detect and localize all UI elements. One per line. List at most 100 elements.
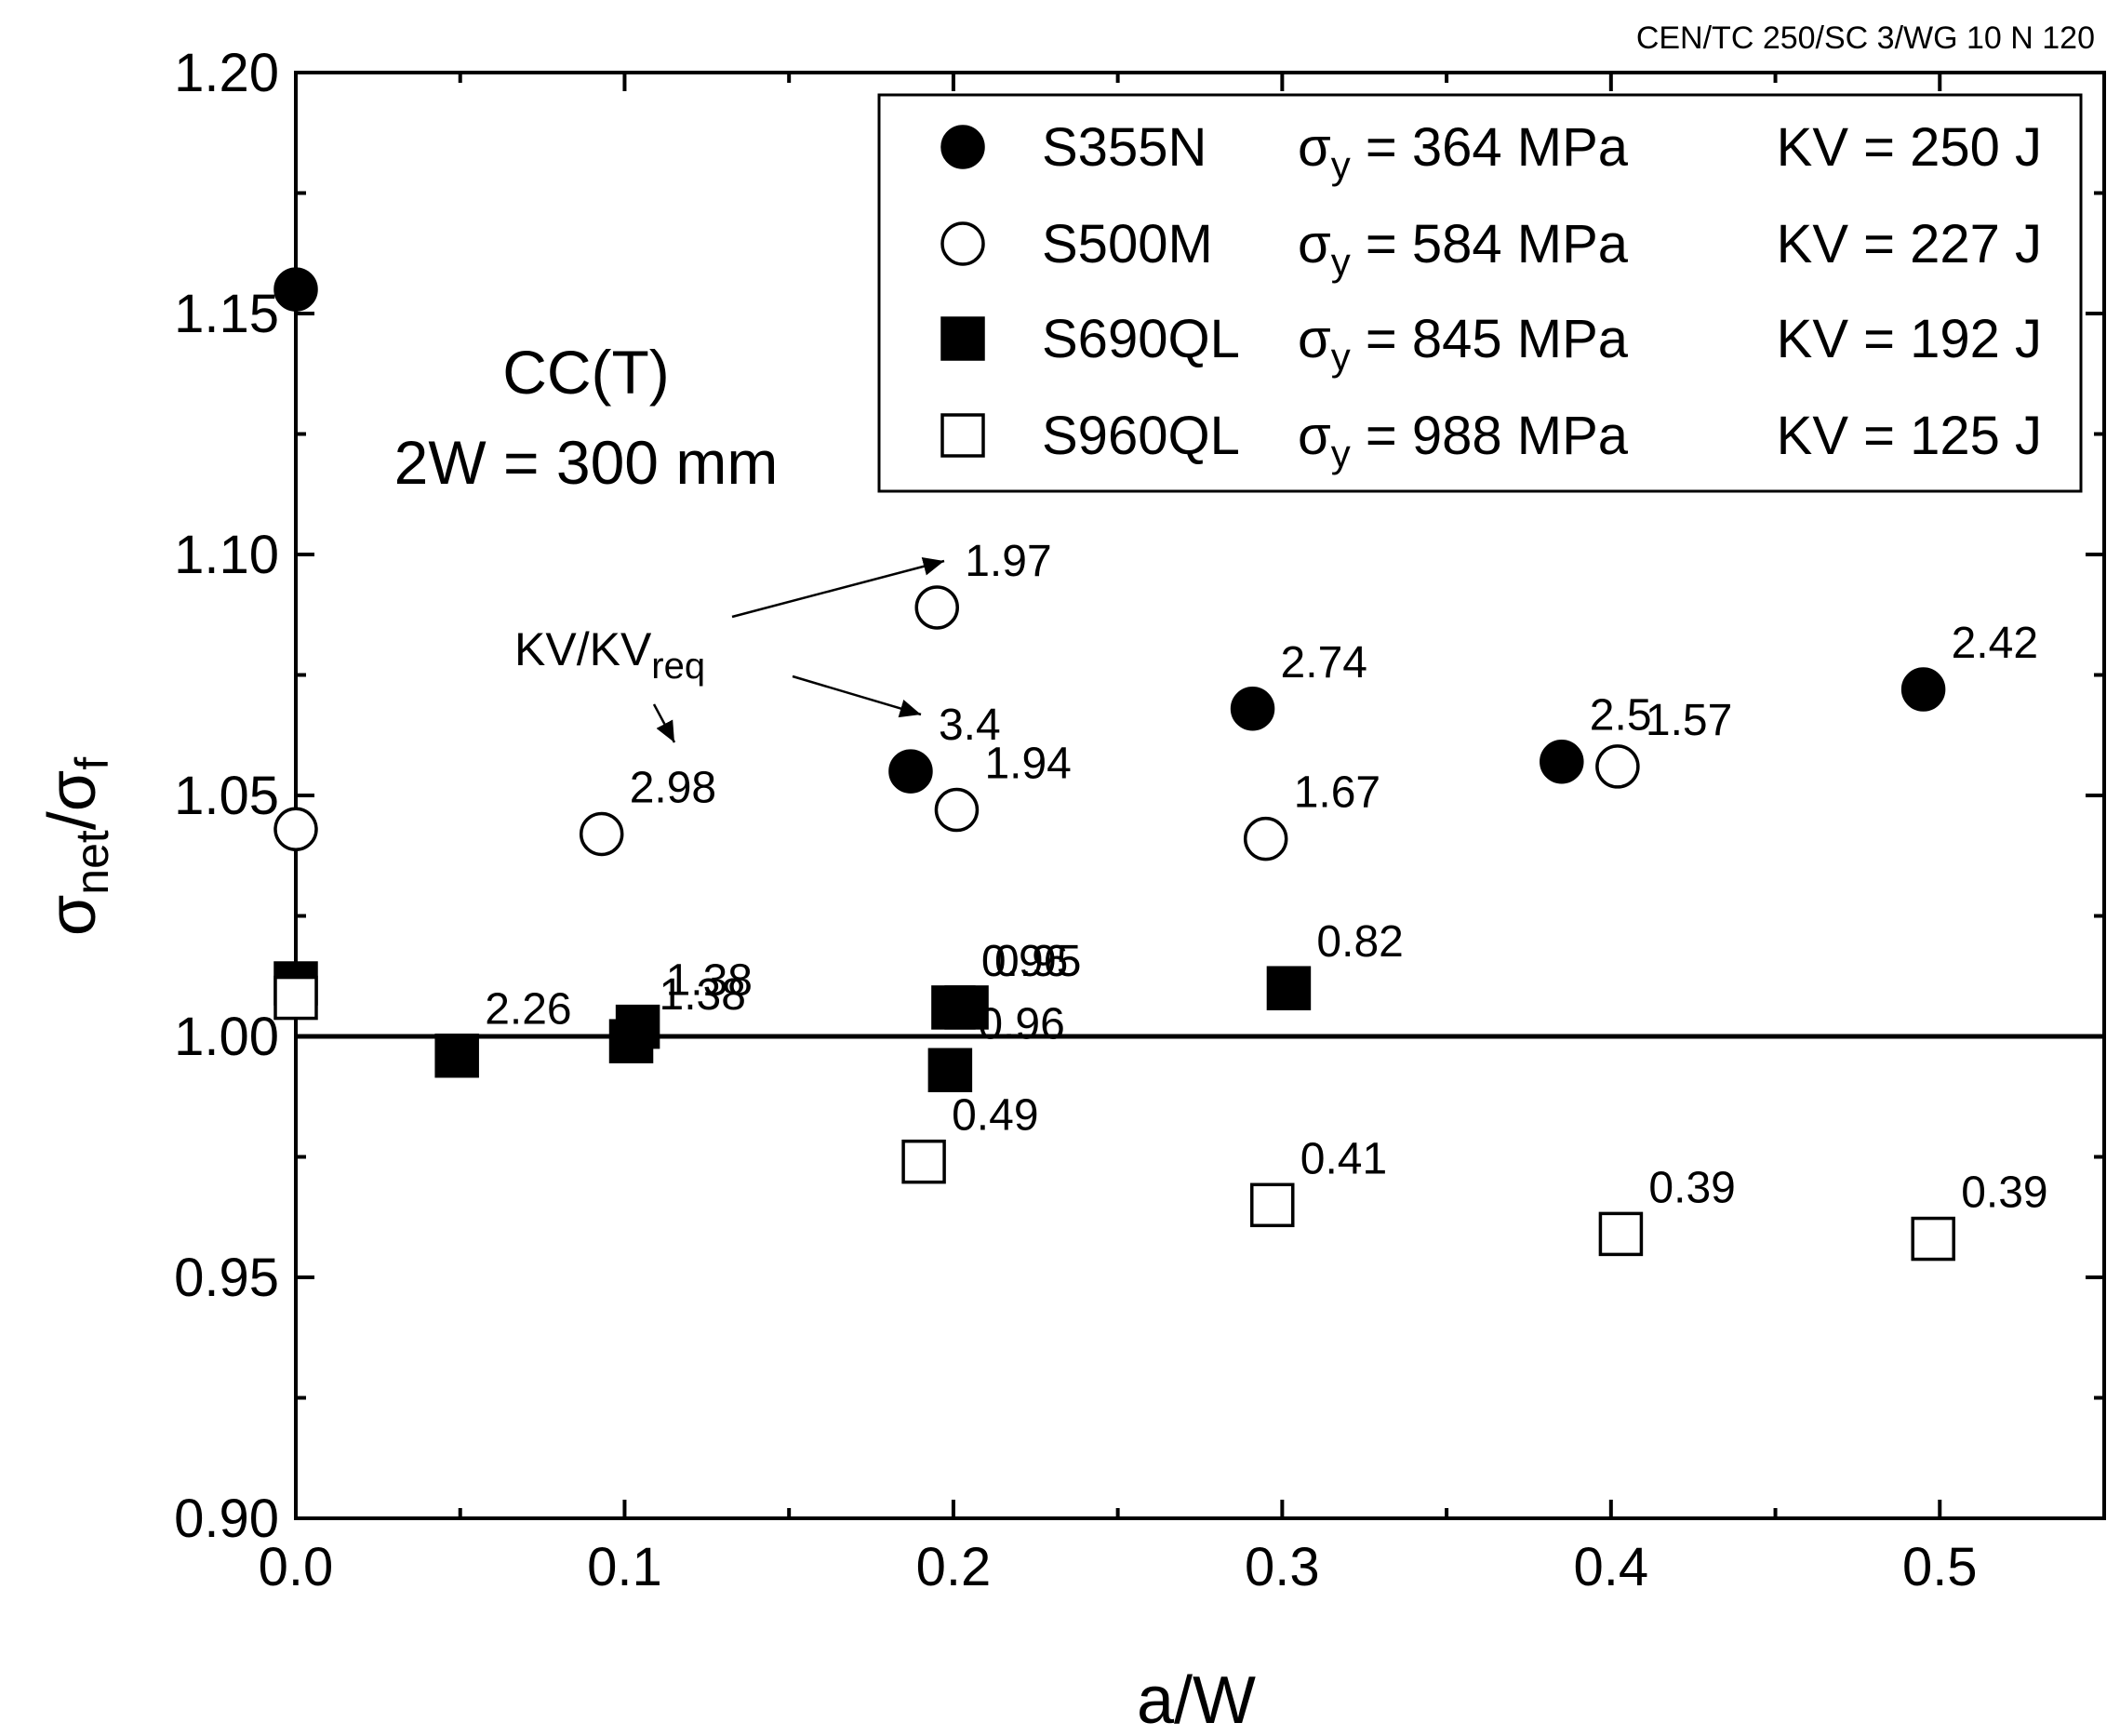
series-s690ql: [273, 961, 1312, 1093]
data-label-s355n: 2.42: [1952, 619, 2038, 668]
data-point-s690ql: [1266, 966, 1312, 1010]
legend-series-name: S500M: [1042, 214, 1213, 274]
legend-sigma: σ: [1298, 406, 1331, 466]
legend-series-name: S960QL: [1042, 406, 1240, 466]
data-label-s500m: 1.97: [965, 537, 1051, 586]
legend-yield-value: = 364 MPa: [1351, 117, 1629, 178]
data-point-s690ql: [608, 1019, 654, 1063]
data-label-s500m: 2.98: [630, 763, 716, 812]
y-tick-label: 1.15: [174, 284, 279, 344]
data-point-s690ql: [434, 1033, 479, 1078]
y-axis-title-sub-f: f: [66, 757, 118, 770]
data-point-s960ql: [1598, 1211, 1644, 1257]
kv-ratio-annotation-sub: req: [651, 646, 705, 687]
data-label-s690ql: 0.95: [994, 937, 1081, 986]
data-label-s960ql: 0.41: [1300, 1134, 1387, 1183]
legend-sigma: σ: [1298, 117, 1331, 178]
series-s500m: [273, 585, 1640, 861]
legend-yield-strength: σy = 845 MPa: [1298, 309, 1629, 379]
kv-ratio-annotation: KV/KVreq: [514, 623, 705, 687]
specimen-width-label: 2W = 300 mm: [394, 428, 779, 497]
annotation-arrows: [652, 557, 945, 743]
x-tick-label: 0.2: [916, 1537, 992, 1597]
arrow-to-s355n-point: [792, 674, 922, 718]
data-point-s500m: [934, 787, 980, 833]
data-label-s960ql: 0.49: [952, 1091, 1038, 1141]
legend-yield-value: = 988 MPa: [1351, 406, 1629, 466]
document-reference: CEN/TC 250/SC 3/WG 10 N 120: [1636, 20, 2095, 56]
x-tick-label: 0.1: [587, 1537, 662, 1597]
data-label-s500m: 1.57: [1646, 696, 1732, 745]
y-tick-label: 0.90: [174, 1489, 279, 1549]
data-labels: 3.4 2.74 2.5 2.42 2.98 1.97 1.94 1.67 1.57 2.26 1.…: [485, 537, 2047, 1218]
axis-ticks: [294, 71, 2104, 1520]
legend-sigma: σ: [1298, 214, 1331, 274]
data-label-s690ql: 0.82: [1316, 917, 1403, 967]
legend-sigma-sub: y: [1331, 432, 1351, 475]
legend-yield-strength: σy = 988 MPa: [1298, 406, 1629, 475]
legend-marker-s500m: [940, 221, 985, 266]
data-label-s355n: 2.74: [1281, 638, 1367, 688]
data-point-s500m: [1595, 744, 1640, 789]
legend-marker-s960ql: [940, 413, 985, 458]
data-point-s960ql: [1911, 1216, 1955, 1262]
data-point-s500m: [273, 807, 318, 852]
x-axis-title: a/W: [1137, 1663, 1256, 1736]
y-axis-title: σnet/σf: [35, 757, 118, 936]
legend-box: [877, 93, 2083, 493]
legend-sigma-sub: y: [1331, 240, 1351, 284]
specimen-type-label: CC(T): [502, 338, 670, 407]
legend-marker-s690ql: [940, 316, 985, 361]
legend-yield-strength: σy = 584 MPa: [1298, 214, 1629, 284]
arrow-to-s500m-point: [731, 557, 945, 619]
legend-impact-energy: KV = 227 J: [1777, 214, 2042, 274]
data-point-s960ql: [273, 975, 318, 1021]
legend-yield-value: = 845 MPa: [1351, 309, 1629, 369]
legend-yield-value: = 584 MPa: [1351, 214, 1629, 274]
y-axis-title-sigma: σ: [35, 895, 110, 936]
y-tick-label: 1.05: [174, 766, 279, 826]
data-series: [273, 267, 1955, 1262]
data-label-s690ql: 0.96: [978, 999, 1064, 1048]
legend-impact-energy: KV = 192 J: [1777, 309, 2042, 369]
kv-ratio-annotation-main: KV/KV: [514, 623, 652, 675]
legend-marker-s355n: [940, 125, 985, 169]
legend-yield-strength: σy = 364 MPa: [1298, 117, 1629, 187]
legend-series-name: S355N: [1042, 117, 1207, 178]
data-point-s960ql: [1250, 1182, 1295, 1228]
data-point-s500m: [579, 811, 624, 857]
x-tick-label: 0.5: [1902, 1537, 1978, 1597]
x-tick-label: 0.4: [1573, 1537, 1648, 1597]
y-axis-title-sep: /σ: [35, 770, 110, 830]
data-label-s690ql: 1.38: [660, 970, 746, 1020]
data-label-s960ql: 0.39: [1961, 1168, 2047, 1218]
data-point-s355n: [888, 749, 933, 794]
y-tick-label: 1.00: [174, 1007, 279, 1067]
data-point-s690ql: [931, 985, 976, 1030]
data-point-s690ql: [927, 1048, 973, 1093]
data-label-s355n: 3.4: [939, 701, 1001, 750]
legend-impact-energy: KV = 250 J: [1777, 117, 2042, 178]
data-label-s500m: 1.94: [984, 740, 1071, 789]
arrow-to-s500m-low-point: [652, 703, 676, 743]
data-label-s355n: 2.5: [1590, 691, 1652, 741]
series-s960ql: [273, 975, 1955, 1262]
legend-sigma: σ: [1298, 309, 1331, 369]
legend-sigma-sub: y: [1331, 143, 1351, 187]
data-point-s500m: [1243, 816, 1288, 861]
legend-impact-energy: KV = 125 J: [1777, 406, 2042, 466]
data-point-s355n: [273, 267, 318, 312]
legend-series-name: S690QL: [1042, 309, 1240, 369]
y-tick-label: 1.10: [174, 525, 279, 585]
legend-sigma-sub: y: [1331, 335, 1351, 379]
data-label-s690ql: 0.96: [981, 937, 1068, 986]
data-label-s690ql: 2.26: [485, 985, 571, 1035]
data-point-s355n: [1900, 667, 1946, 712]
data-point-s500m: [914, 585, 959, 630]
series-s355n: [273, 267, 1946, 794]
x-tick-label: 0.0: [259, 1537, 334, 1597]
data-label-s690ql: 1.38: [666, 956, 753, 1006]
y-tick-label: 0.95: [174, 1248, 279, 1308]
data-label-s500m: 1.67: [1294, 768, 1380, 818]
